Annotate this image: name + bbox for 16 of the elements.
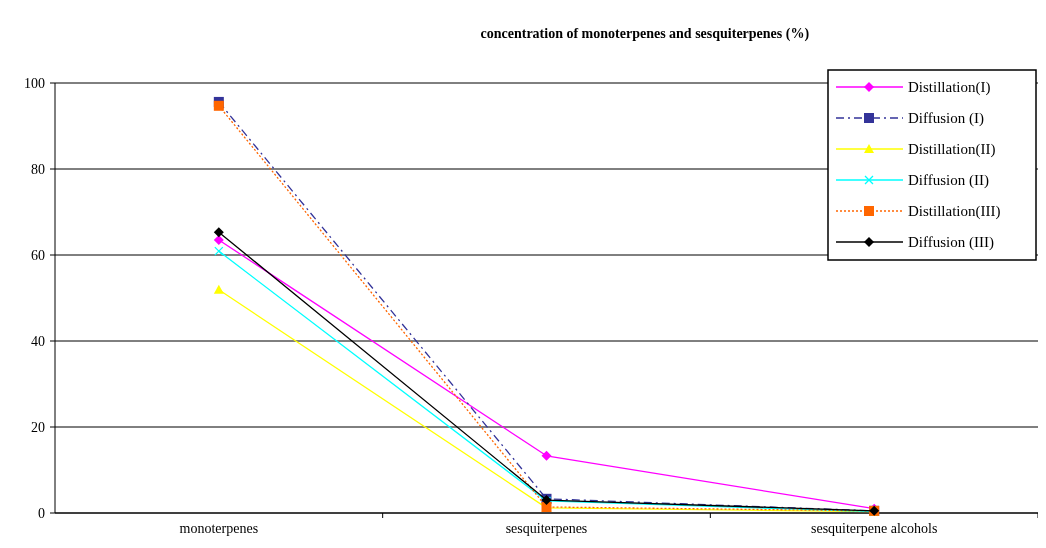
y-tick-label: 40 xyxy=(31,333,45,349)
legend-label: Distillation(III) xyxy=(908,203,1001,221)
legend-label: Diffusion (II) xyxy=(908,172,989,190)
y-tick-label: 60 xyxy=(31,247,45,263)
y-tick-label: 80 xyxy=(31,161,45,177)
y-tick-label: 20 xyxy=(31,419,45,435)
x-tick-label: sesquiterpenes xyxy=(505,521,588,536)
chart-title: concentration of monoterpenes and sesquiterpenes (%) xyxy=(480,26,810,42)
legend-label: Diffusion (III) xyxy=(908,234,994,252)
legend-label: Diffusion (I) xyxy=(908,110,984,128)
legend-label: Distillation(I) xyxy=(908,79,991,97)
x-tick-label: sesquiterpene alcohols xyxy=(810,521,938,536)
x-tick-label: monoterpenes xyxy=(179,521,259,536)
y-tick-label: 100 xyxy=(24,75,45,91)
legend-label: Distillation(II) xyxy=(908,141,996,159)
y-tick-label: 0 xyxy=(38,505,45,521)
